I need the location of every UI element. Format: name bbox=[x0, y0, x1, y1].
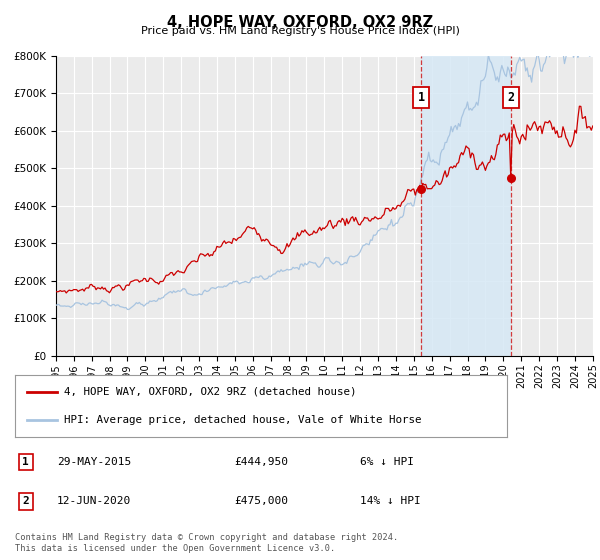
Text: 2: 2 bbox=[22, 496, 29, 506]
Bar bbox=[421, 56, 511, 356]
Text: Price paid vs. HM Land Registry's House Price Index (HPI): Price paid vs. HM Land Registry's House … bbox=[140, 26, 460, 36]
Text: 1: 1 bbox=[22, 457, 29, 467]
Text: 29-MAY-2015: 29-MAY-2015 bbox=[57, 457, 131, 467]
Text: 12-JUN-2020: 12-JUN-2020 bbox=[57, 496, 131, 506]
Text: HPI: Average price, detached house, Vale of White Horse: HPI: Average price, detached house, Vale… bbox=[64, 415, 422, 425]
Text: 4, HOPE WAY, OXFORD, OX2 9RZ (detached house): 4, HOPE WAY, OXFORD, OX2 9RZ (detached h… bbox=[64, 387, 356, 397]
Text: Contains HM Land Registry data © Crown copyright and database right 2024.
This d: Contains HM Land Registry data © Crown c… bbox=[15, 533, 398, 553]
Text: 2: 2 bbox=[508, 91, 515, 104]
Text: £475,000: £475,000 bbox=[234, 496, 288, 506]
Text: 6% ↓ HPI: 6% ↓ HPI bbox=[360, 457, 414, 467]
Text: 14% ↓ HPI: 14% ↓ HPI bbox=[360, 496, 421, 506]
Text: 4, HOPE WAY, OXFORD, OX2 9RZ: 4, HOPE WAY, OXFORD, OX2 9RZ bbox=[167, 15, 433, 30]
Text: 1: 1 bbox=[418, 91, 425, 104]
Text: £444,950: £444,950 bbox=[234, 457, 288, 467]
